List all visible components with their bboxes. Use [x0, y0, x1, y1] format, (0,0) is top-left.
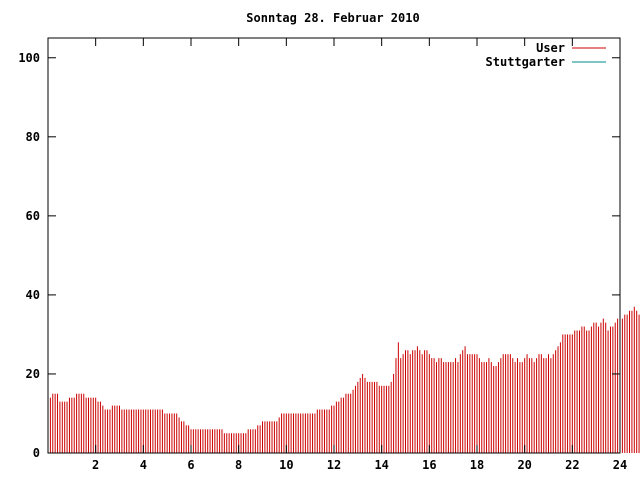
- x-tick-label-2: 2: [92, 458, 99, 472]
- bars-group: [49, 306, 640, 453]
- y-tick-label-100: 100: [18, 51, 40, 65]
- x-tick-label-18: 18: [470, 458, 484, 472]
- chart-title: Sonntag 28. Februar 2010: [246, 11, 419, 25]
- x-tick-label-24: 24: [613, 458, 627, 472]
- x-tick-label-20: 20: [517, 458, 531, 472]
- x-tick-label-12: 12: [327, 458, 341, 472]
- x-tick-label-14: 14: [374, 458, 388, 472]
- x-tick-label-4: 4: [140, 458, 147, 472]
- x-tick-label-6: 6: [187, 458, 194, 472]
- legend-label-user: User: [536, 41, 565, 55]
- x-tick-label-10: 10: [279, 458, 293, 472]
- y-tick-label-80: 80: [26, 130, 40, 144]
- y-tick-label-40: 40: [26, 288, 40, 302]
- y-tick-label-0: 0: [33, 446, 40, 460]
- x-tick-label-16: 16: [422, 458, 436, 472]
- y-tick-label-60: 60: [26, 209, 40, 223]
- y-tick-label-20: 20: [26, 367, 40, 381]
- x-tick-label-22: 22: [565, 458, 579, 472]
- x-tick-label-8: 8: [235, 458, 242, 472]
- legend-label-stuttgarter: Stuttgarter: [486, 55, 565, 69]
